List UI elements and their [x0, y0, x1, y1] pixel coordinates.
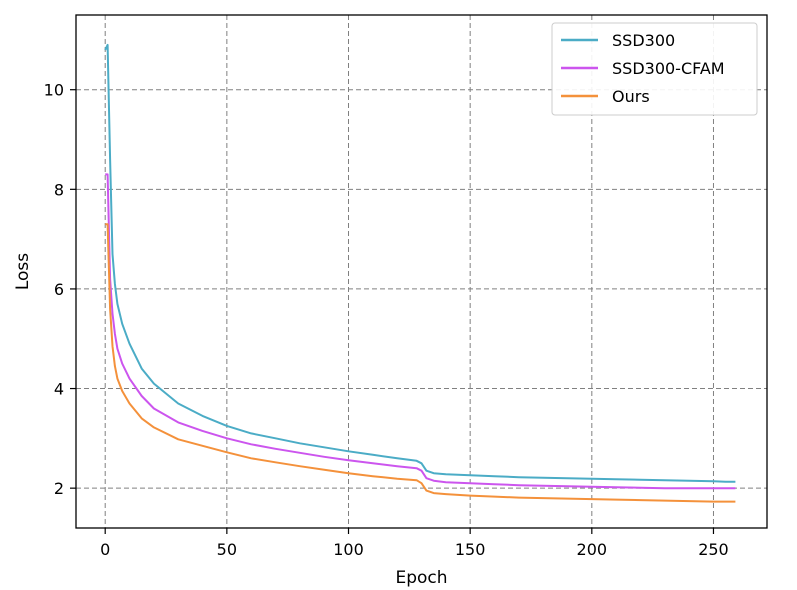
x-tick-label: 250	[698, 540, 729, 559]
grid	[76, 15, 767, 528]
legend-label: Ours	[612, 87, 650, 106]
y-tick-label: 2	[54, 479, 64, 498]
y-tick-label: 8	[54, 180, 64, 199]
y-axis-label: Loss	[13, 253, 33, 290]
y-tick-label: 10	[44, 81, 64, 100]
legend: SSD300 SSD300-CFAM Ours	[551, 22, 758, 116]
x-tick-label: 150	[455, 540, 486, 559]
y-tick-label: 4	[54, 380, 64, 399]
x-tick-label: 50	[217, 540, 237, 559]
axis-ticks: 0 50 100 150 200 250 2 4 6 8 10	[44, 81, 729, 559]
series-line-1	[104, 43, 736, 483]
legend-box	[551, 22, 758, 116]
legend-label: SSD300-CFAM	[612, 59, 725, 78]
x-tick-label: 0	[100, 540, 110, 559]
series-line-2	[105, 173, 736, 490]
x-axis-label: Epoch	[395, 568, 447, 588]
y-tick-label: 6	[54, 280, 64, 299]
series-line-3	[105, 223, 736, 503]
x-tick-label: 200	[577, 540, 608, 559]
plot-frame	[75, 14, 768, 529]
x-tick-label: 100	[333, 540, 364, 559]
legend-label: SSD300	[612, 31, 675, 50]
series-lines	[104, 43, 736, 503]
